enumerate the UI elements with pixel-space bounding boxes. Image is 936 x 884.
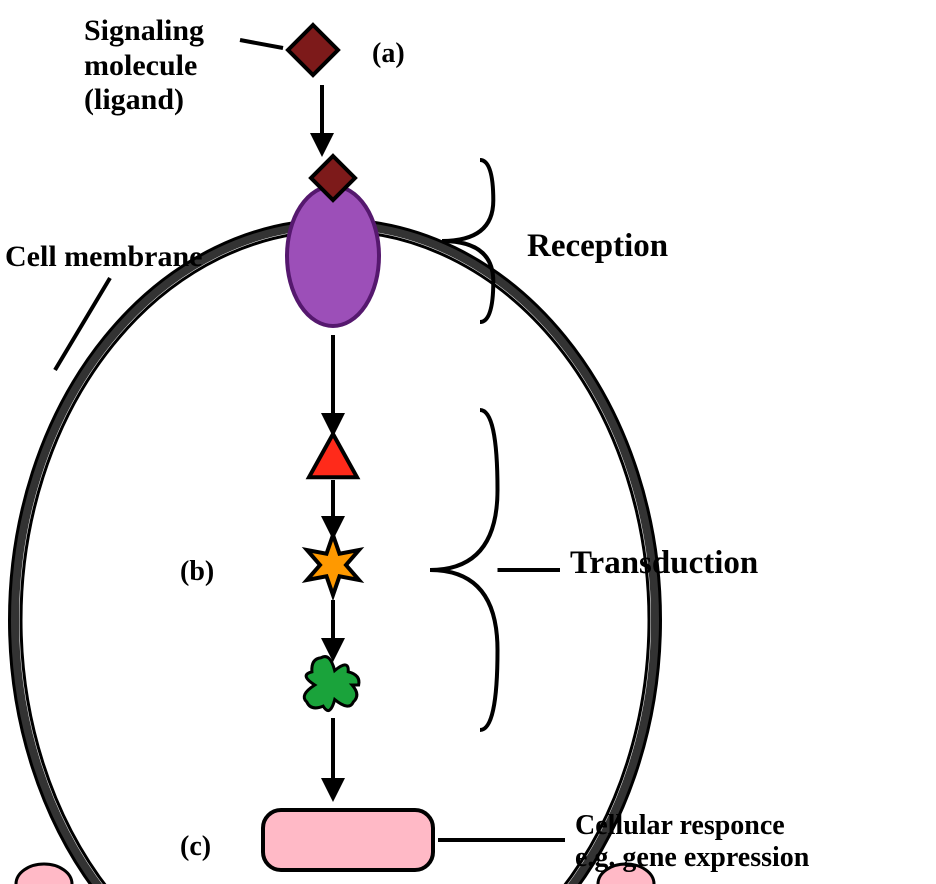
receptor-icon <box>287 186 379 326</box>
brace-transduction <box>430 410 498 730</box>
relay-star-icon <box>307 535 359 595</box>
label-reception: Reception <box>527 228 668 266</box>
membrane-protein-left <box>16 864 72 884</box>
response-box-icon <box>263 810 433 870</box>
diagram-svg <box>0 0 936 884</box>
relay-blob-icon <box>304 657 359 711</box>
brace-reception <box>442 160 493 322</box>
label-transduction: Transduction <box>570 545 758 583</box>
leader-signaling <box>240 40 283 48</box>
marker-a: (a) <box>372 38 405 70</box>
label-signaling: Signaling molecule (ligand) <box>84 14 204 118</box>
ligand-icon <box>288 25 338 75</box>
marker-c: (c) <box>180 831 211 863</box>
marker-b: (b) <box>180 556 214 588</box>
label-response: Cellular responce e.g. gene expression <box>575 810 809 874</box>
diagram-stage: Signaling molecule (ligand) Cell membran… <box>0 0 936 884</box>
label-membrane: Cell membrane <box>5 240 202 275</box>
relay-triangle-icon <box>309 434 357 477</box>
